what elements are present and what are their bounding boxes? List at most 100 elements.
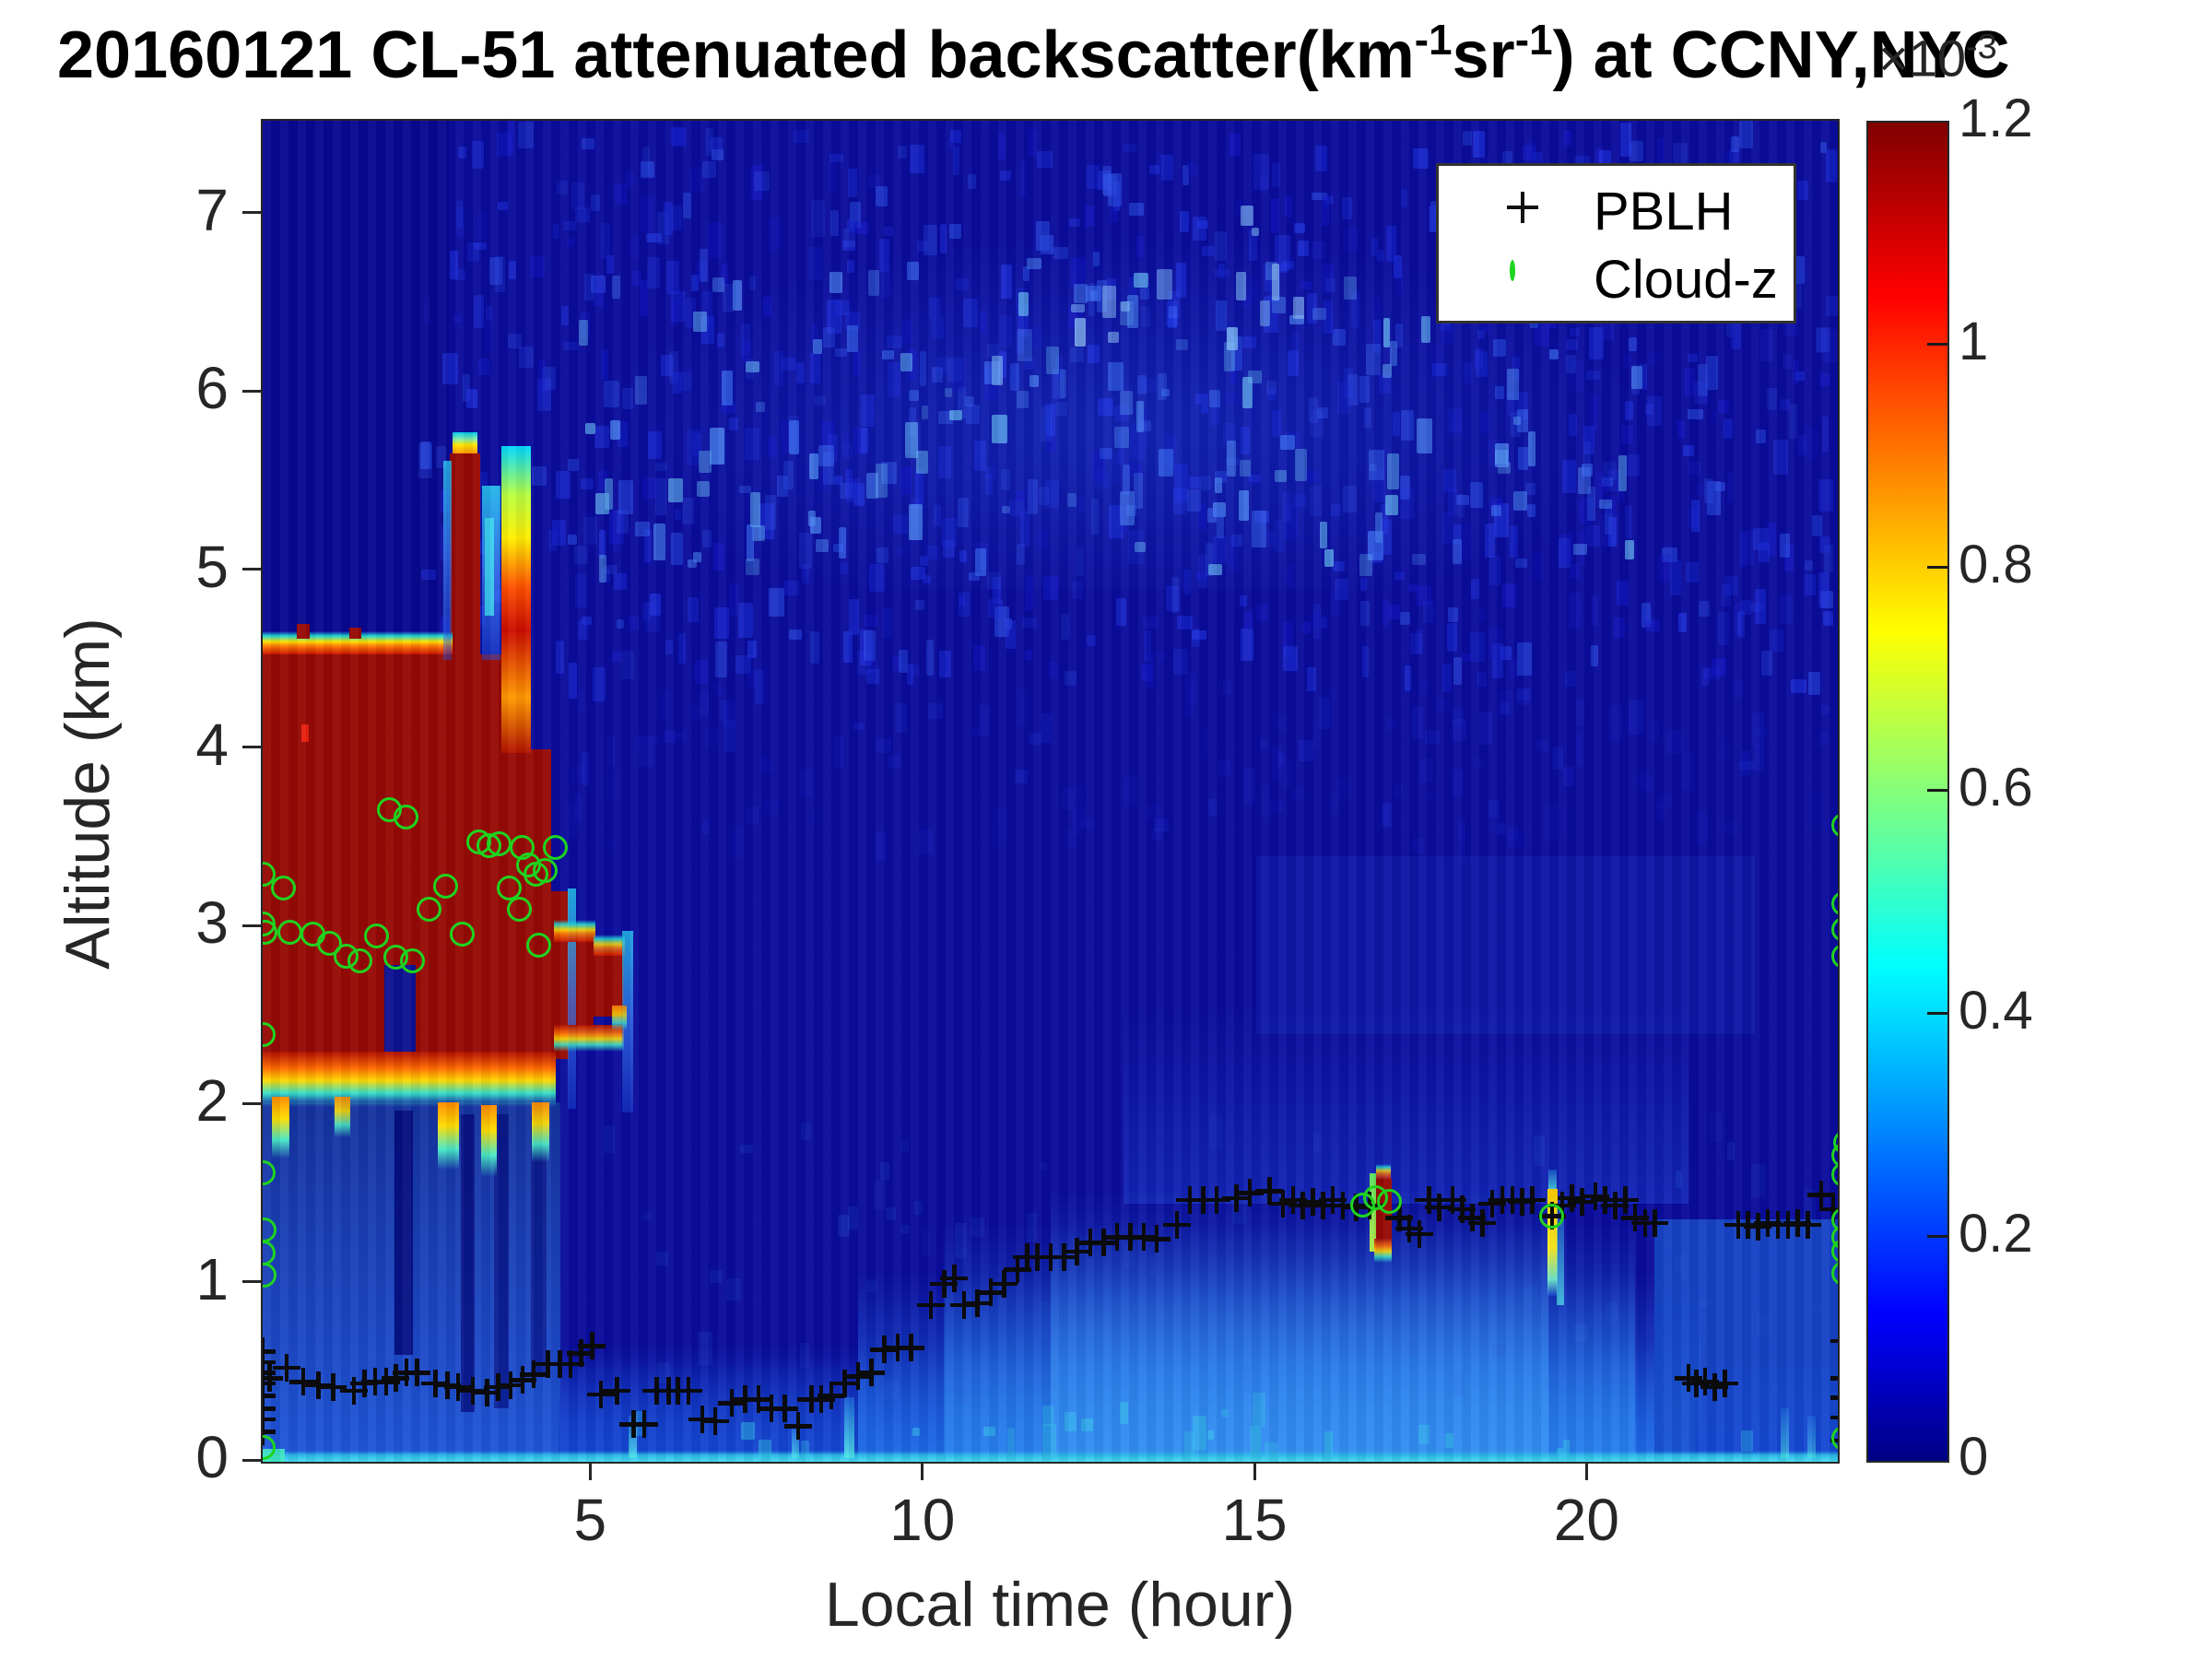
noise-speckle <box>1199 476 1211 490</box>
noise-speckle <box>1606 1301 1619 1324</box>
pblh-marker <box>556 1349 584 1378</box>
heat-region-cyanv <box>1556 1203 1565 1305</box>
pblh-marker <box>1744 1212 1772 1241</box>
noise-speckle <box>1472 131 1486 159</box>
noise-speckle <box>1266 531 1276 547</box>
noise-speckle <box>919 350 926 386</box>
noise-speckle <box>984 466 997 478</box>
noise-speckle <box>732 825 745 859</box>
noise-speckle <box>1248 229 1258 262</box>
noise-speckle <box>1797 434 1806 456</box>
noise-speckle <box>738 603 753 638</box>
noise-speckle <box>722 370 734 406</box>
noise-speckle <box>1248 474 1261 483</box>
pblh-marker <box>1425 1193 1453 1221</box>
noise-speckle <box>745 559 760 576</box>
noise-speckle <box>1500 645 1512 661</box>
noise-speckle <box>1280 263 1288 274</box>
noise-speckle <box>1826 296 1838 317</box>
noise-speckle <box>1461 653 1473 663</box>
noise-speckle <box>1573 543 1588 556</box>
noise-speckle <box>992 356 1004 385</box>
noise-speckle <box>1130 423 1146 461</box>
noise-speckle <box>1283 757 1292 788</box>
noise-speckle <box>455 206 465 237</box>
noise-speckle <box>1517 409 1529 432</box>
noise-speckle <box>1161 388 1171 397</box>
noise-speckle <box>665 639 673 654</box>
pblh-marker <box>1089 1229 1118 1257</box>
noise-speckle <box>478 472 488 488</box>
pblh-marker <box>1448 1194 1477 1223</box>
noise-speckle <box>1135 401 1144 433</box>
noise-speckle <box>441 353 458 385</box>
noise-speckle <box>884 226 893 237</box>
pblh-marker <box>304 1371 333 1399</box>
heat-region-cyanv <box>1807 1415 1816 1459</box>
noise-speckle <box>568 535 578 545</box>
noise-speckle <box>1413 148 1429 169</box>
cloud-z-marker <box>1831 813 1838 839</box>
noise-speckle <box>1448 606 1459 623</box>
noise-speckle <box>1157 651 1165 662</box>
noise-speckle <box>574 546 589 564</box>
y-tick <box>242 924 261 927</box>
noise-speckle <box>1223 342 1235 372</box>
noise-speckle <box>1266 380 1277 394</box>
noise-speckle <box>594 276 604 306</box>
noise-speckle <box>763 799 779 816</box>
noise-speckle <box>1126 463 1142 475</box>
pblh-marker <box>403 1359 431 1387</box>
noise-speckle <box>1230 133 1241 156</box>
noise-speckle <box>849 598 860 635</box>
noise-speckle <box>1683 445 1695 456</box>
noise-speckle <box>1173 464 1189 501</box>
noise-speckle <box>1381 504 1388 535</box>
noise-speckle <box>1066 493 1077 507</box>
noise-speckle <box>1566 355 1576 374</box>
noise-speckle <box>1705 355 1718 391</box>
noise-speckle <box>1171 576 1180 614</box>
pblh-marker <box>1468 1208 1497 1237</box>
noise-speckle <box>784 580 800 595</box>
noise-speckle <box>1159 449 1173 477</box>
noise-speckle <box>1343 228 1358 251</box>
colorbar-tick <box>1927 342 1947 346</box>
noise-speckle <box>1780 534 1791 558</box>
cloud-z-marker <box>526 932 552 958</box>
cloud-z-marker <box>1831 916 1838 942</box>
noise-speckle <box>1026 325 1042 349</box>
pblh-marker <box>629 1410 658 1439</box>
noise-speckle <box>1382 802 1393 827</box>
colorbar-tick-label: 0 <box>1959 1427 1989 1487</box>
noise-speckle <box>1824 544 1833 572</box>
noise-speckle <box>1320 521 1328 548</box>
x-tick-label: 15 <box>1221 1487 1288 1553</box>
noise-speckle <box>706 128 714 156</box>
heat-region-dark <box>394 1111 413 1355</box>
pblh-marker <box>1309 1191 1337 1219</box>
noise-speckle <box>1710 1111 1722 1143</box>
noise-speckle <box>542 366 557 390</box>
noise-speckle <box>895 547 907 556</box>
noise-speckle <box>845 312 860 330</box>
noise-speckle <box>609 510 625 545</box>
noise-speckle <box>1488 626 1502 661</box>
noise-speckle <box>1400 612 1411 626</box>
heat-region-hazefan <box>1123 1007 1688 1204</box>
noise-speckle <box>759 1440 772 1462</box>
noise-speckle <box>861 636 874 665</box>
noise-speckle <box>725 1278 742 1301</box>
noise-speckle <box>1578 498 1594 525</box>
heat-region-dark <box>531 1114 547 1373</box>
noise-speckle <box>1143 629 1151 662</box>
noise-speckle <box>866 668 879 685</box>
pblh-marker <box>319 1372 347 1401</box>
noise-speckle <box>811 811 820 822</box>
noise-speckle <box>1484 523 1495 559</box>
noise-speckle <box>1054 355 1063 381</box>
noise-speckle <box>748 275 756 291</box>
noise-speckle <box>1157 372 1167 401</box>
noise-speckle <box>1639 777 1654 794</box>
pblh-marker <box>1690 1368 1719 1395</box>
